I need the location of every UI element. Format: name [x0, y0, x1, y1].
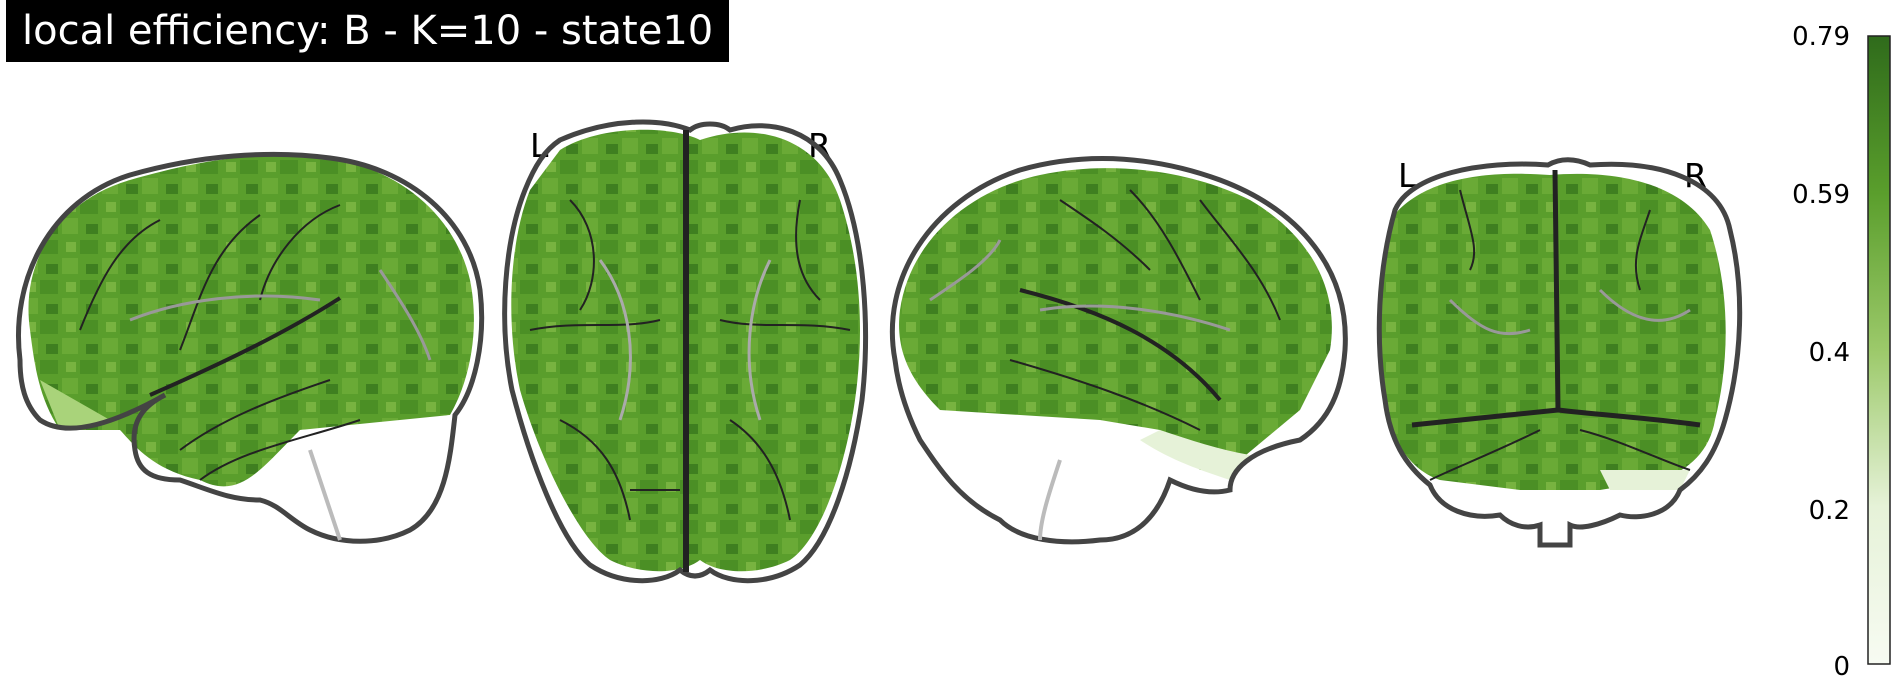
colorbar-tick-3: 0.2 [1808, 496, 1850, 526]
sagittal-right-view [889, 156, 1348, 545]
colorbar-tick-1: 0.59 [1792, 180, 1850, 210]
brain-fill-coronal [1380, 173, 1726, 490]
colorbar [1867, 35, 1891, 665]
coronal-left-label: L [1398, 156, 1417, 195]
outline-sagittal-right [889, 156, 1348, 545]
colorbar-tick-0: 0.79 [1792, 22, 1850, 52]
axial-view [502, 119, 868, 584]
colorbar-tick-4: 0 [1833, 652, 1850, 682]
outline-sagittal-left [16, 151, 485, 544]
figure-title: local efficiency: B - K=10 - state10 [6, 0, 730, 62]
brain-fill-sagittal-left [28, 155, 474, 487]
sagittal-left-view [16, 151, 485, 544]
colorbar-tick-2: 0.4 [1808, 338, 1850, 368]
cerebellum-sagittal-left [296, 415, 456, 538]
coronal-view [1376, 157, 1743, 548]
outline-coronal [1376, 157, 1743, 548]
outline-axial [502, 119, 868, 584]
brain-fill-sagittal-right [899, 168, 1332, 471]
